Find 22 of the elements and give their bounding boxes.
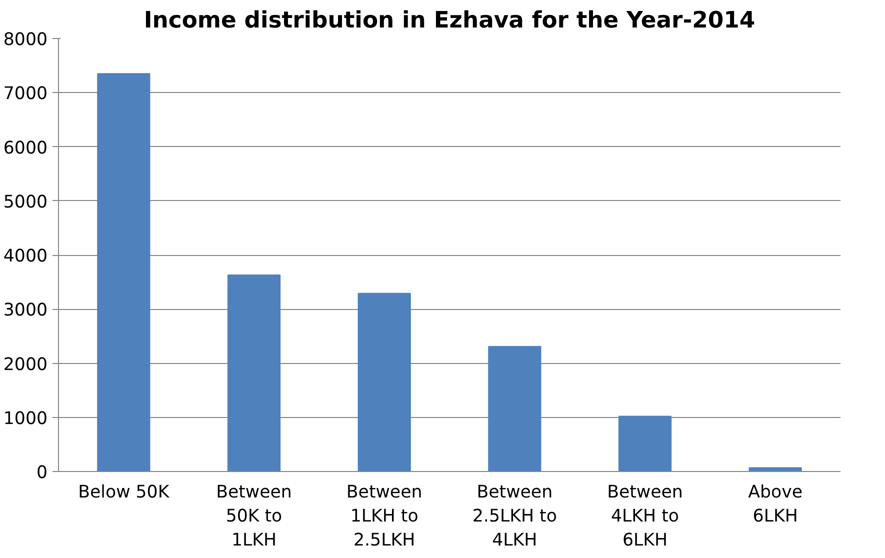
bar [748, 467, 802, 472]
chart-title: Income distribution in Ezhava for the Year-2014 [144, 8, 756, 34]
x-tick-label: Below 50K [78, 482, 170, 502]
y-tick-label: 0 [36, 463, 48, 483]
x-tick-label: Between 1LKH to 2.5LKH [346, 482, 422, 550]
y-tick-label: 8000 [3, 30, 48, 50]
y-tick-label: 7000 [3, 84, 48, 104]
x-tick-label: Between 50K to 1LKH [216, 482, 292, 550]
y-tick-label: 5000 [3, 192, 48, 212]
bar [618, 416, 672, 472]
y-tick-label: 6000 [3, 138, 48, 158]
bar [97, 73, 150, 472]
y-tick-label: 4000 [3, 246, 48, 266]
y-tick-label: 2000 [3, 354, 48, 375]
bar [227, 274, 281, 472]
y-tick-label: 1000 [3, 408, 48, 429]
x-tick-label: Between 4LKH to 6LKH [607, 482, 683, 550]
y-tick-label: 3000 [3, 300, 48, 321]
bar [488, 346, 542, 472]
bar [358, 292, 411, 472]
x-tick-label: Between 2.5LKH to 4LKH [472, 482, 557, 550]
x-tick-label: Above 6LKH [748, 482, 803, 526]
